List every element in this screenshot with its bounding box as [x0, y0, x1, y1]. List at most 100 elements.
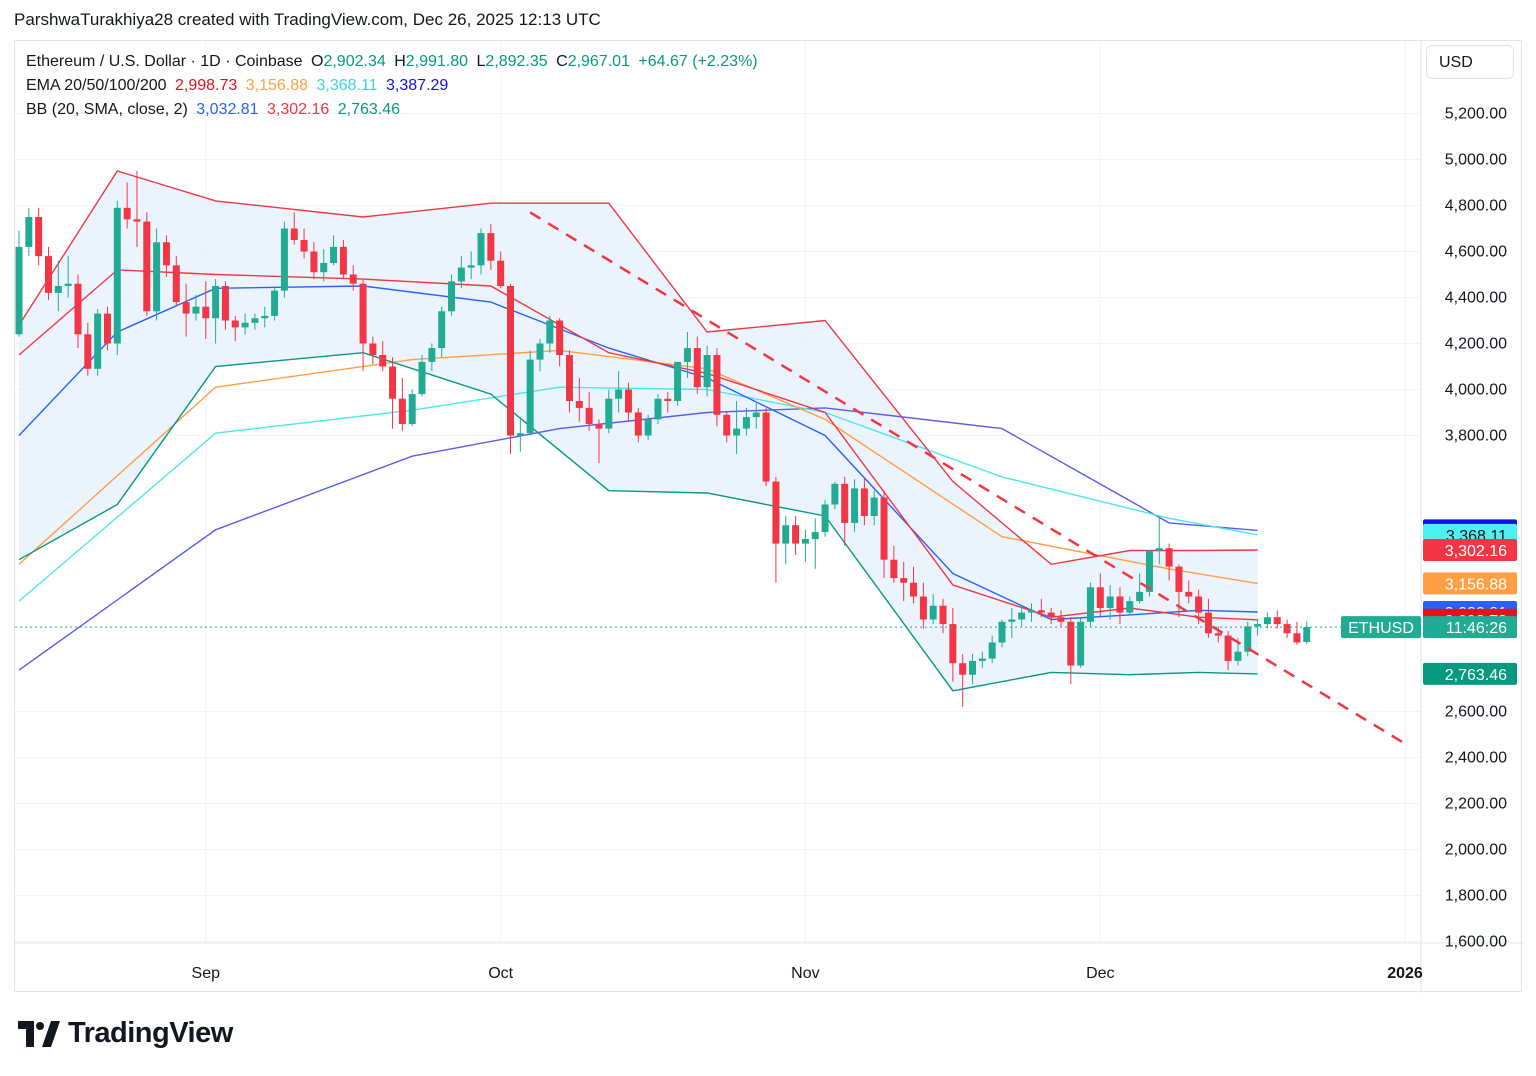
candle-body — [221, 286, 229, 321]
candle-body — [605, 398, 613, 429]
candle-body — [870, 497, 878, 516]
time-axis-label: Nov — [791, 965, 819, 982]
time-axis-label: 2026 — [1387, 965, 1423, 982]
tradingview-logo[interactable]: TradingView — [18, 1017, 233, 1050]
candle-body — [1067, 621, 1075, 666]
candle-body — [880, 497, 888, 560]
time-axis-label: Sep — [192, 965, 221, 982]
legend-ema100-value: 3,368.11 — [316, 77, 378, 94]
candle-body — [615, 389, 623, 399]
symbol-tag-label: ETHUSD — [1348, 620, 1414, 637]
candle-body — [457, 267, 465, 282]
candle-body — [25, 217, 33, 247]
price-axis-label: 4,600.00 — [1445, 244, 1507, 261]
candle-body — [683, 348, 691, 362]
candle-body — [1155, 548, 1163, 551]
legend-bb-upper-value: 3,302.16 — [267, 101, 330, 118]
legend-bb-label[interactable]: BB (20, SMA, close, 2) — [26, 101, 188, 118]
bearish-trendline — [529, 211, 1406, 745]
candle-body — [15, 246, 23, 335]
candle-body — [772, 481, 780, 544]
candle-body — [280, 228, 288, 291]
legend-symbol[interactable]: Ethereum / U.S. Dollar · 1D · Coinbase — [26, 53, 303, 70]
candle-body — [84, 334, 92, 369]
price-axis-label: 2,200.00 — [1445, 796, 1507, 813]
candle-body — [713, 355, 721, 415]
candle-body — [1204, 612, 1212, 634]
candle-body — [654, 398, 662, 420]
candle-body — [182, 302, 190, 314]
candle-body — [477, 233, 485, 266]
legend-ema200-value: 3,387.29 — [386, 77, 449, 94]
candle-body — [919, 596, 927, 620]
candle-body — [1303, 627, 1311, 642]
candle-body — [624, 389, 632, 413]
legend-bb-lower-value: 2,763.46 — [337, 101, 401, 118]
price-axis-label: 4,000.00 — [1445, 382, 1507, 399]
legend-ema-row: EMA 20/50/100/200 2,998.73 3,156.88 3,36… — [26, 74, 762, 98]
candle-body — [94, 313, 102, 369]
candle-body — [133, 219, 141, 222]
candle-body — [811, 532, 819, 539]
candle-body — [241, 322, 249, 328]
candle-body — [664, 398, 672, 401]
price-tag-label: 2,763.46 — [1445, 667, 1507, 684]
legend-close: C2,967.01 — [556, 53, 630, 70]
chart-attribution: ParshwaTurakhiya28 created with TradingV… — [14, 10, 601, 29]
candle-body — [320, 263, 328, 273]
candle-body — [1027, 610, 1035, 613]
candle-body — [969, 660, 977, 675]
candle-body — [398, 398, 406, 424]
candle-body — [910, 582, 918, 597]
candle-body — [1244, 626, 1252, 652]
countdown-tag — [1423, 616, 1517, 639]
candle-body — [1263, 617, 1271, 625]
candle-body — [251, 318, 259, 323]
candle-body — [792, 525, 800, 544]
candle-body — [359, 283, 367, 344]
legend-high: H2,991.80 — [394, 53, 469, 70]
candle-body — [860, 488, 868, 516]
legend-low: L2,892.35 — [476, 53, 548, 70]
candle-body — [369, 343, 377, 355]
candle-body — [733, 428, 741, 436]
candle-body — [1214, 633, 1222, 636]
price-axis-label: 1,600.00 — [1445, 934, 1507, 951]
time-axis-label: Oct — [488, 965, 513, 982]
candle-body — [1086, 587, 1094, 622]
legend-ema20-value: 2,998.73 — [175, 77, 238, 94]
price-chart[interactable]: 5,200.00 5,000.00 4,800.00 4,600.00 4,400.00… — [15, 41, 1523, 993]
legend-bb-row: BB (20, SMA, close, 2) 3,032.81 3,302.16… — [26, 98, 762, 122]
legend-ema-label[interactable]: EMA 20/50/100/200 — [26, 77, 167, 94]
currency-button[interactable]: USD — [1426, 45, 1514, 79]
candle-body — [1145, 550, 1153, 592]
chart-legend: Ethereum / U.S. Dollar · 1D · Coinbase O… — [26, 50, 762, 122]
candle-body — [900, 578, 908, 583]
price-axis-label: 4,400.00 — [1445, 290, 1507, 307]
candle-body — [959, 663, 967, 675]
candle-body — [192, 306, 200, 314]
candle-body — [172, 265, 180, 303]
candle-body — [1293, 633, 1301, 643]
candle-body — [801, 539, 809, 544]
price-axis-label: 2,600.00 — [1445, 704, 1507, 721]
candle-body — [1106, 596, 1114, 608]
candle-body — [831, 483, 839, 505]
candle-body — [841, 483, 849, 523]
candle-body — [988, 642, 996, 659]
candle-body — [526, 359, 534, 434]
price-axis-label: 1,800.00 — [1445, 888, 1507, 905]
candle-body — [998, 621, 1006, 643]
ema200-line — [18, 407, 1258, 671]
candle-body — [1195, 596, 1203, 613]
candle-body — [1185, 591, 1193, 597]
price-axis-label: 2,000.00 — [1445, 842, 1507, 859]
candle-body — [575, 401, 583, 408]
candle-body — [1224, 635, 1232, 661]
candle-body — [1175, 566, 1183, 592]
candle-body — [949, 624, 957, 664]
candle-body — [212, 286, 220, 319]
candle-body — [821, 504, 829, 533]
candle-body — [939, 605, 947, 625]
candle-body — [1077, 621, 1085, 666]
